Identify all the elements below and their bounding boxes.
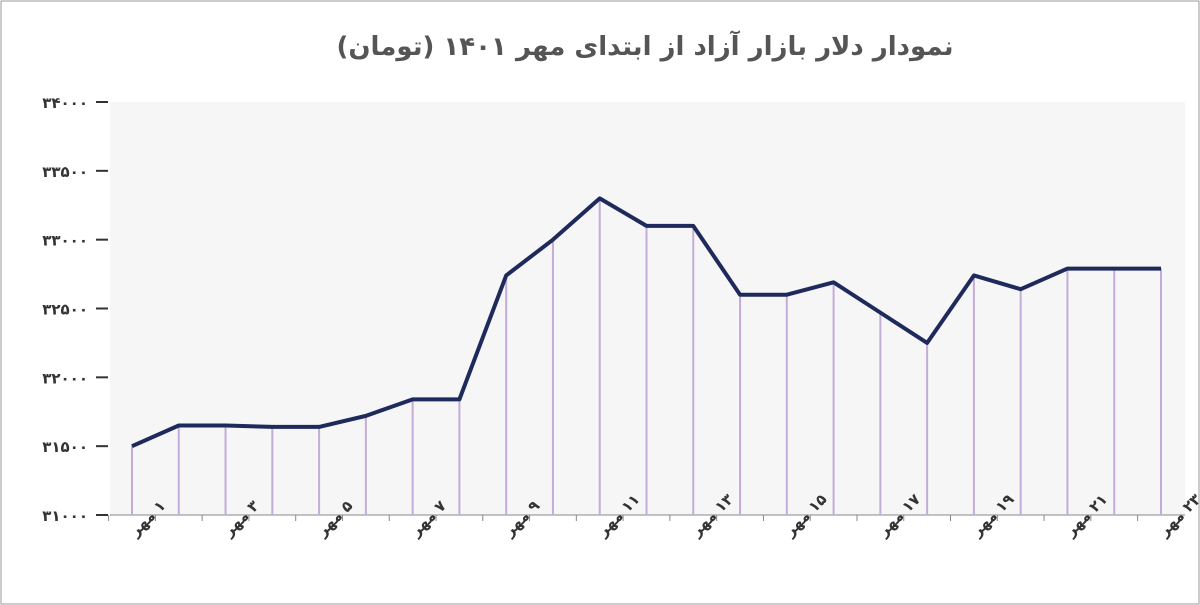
y-tick-label: ۳۳۰۰۰ (42, 232, 88, 250)
y-tick-label: ۳۱۵۰۰ (42, 438, 88, 456)
y-tick-label: ۳۲۰۰۰ (42, 369, 88, 387)
y-tick-label: ۳۴۰۰۰ (42, 94, 88, 112)
y-tick-label: ۳۱۰۰۰ (42, 507, 88, 525)
line (131, 196, 1161, 448)
y-tick-label: ۳۳۵۰۰ (42, 163, 88, 181)
chart-title: نمودار دلار بازار آزاد از ابتدای مهر ۱۴۰… (336, 30, 953, 62)
y-tick-label: ۳۲۵۰۰ (42, 301, 88, 319)
